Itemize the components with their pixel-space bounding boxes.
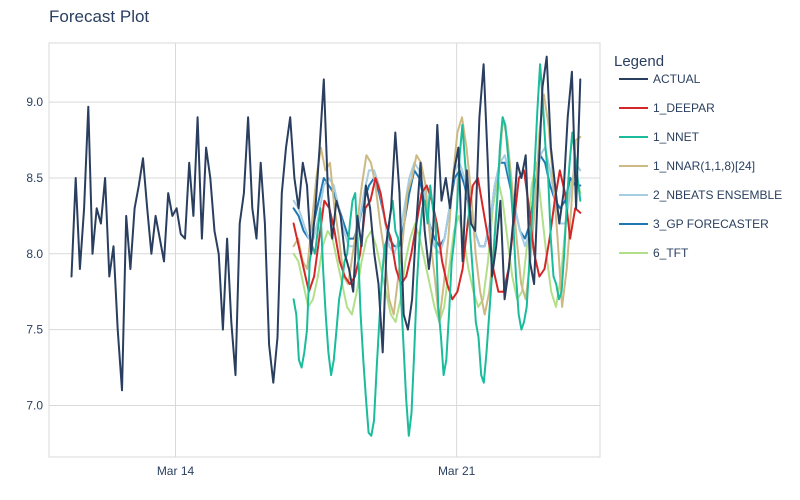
series-lines xyxy=(70,55,582,437)
y-axis: 7.0 7.5 8.0 8.5 9.0 xyxy=(26,95,43,412)
legend-label: 3_GP FORECASTER xyxy=(653,217,769,231)
legend-label: 1_NNAR(1,1,8)[24] xyxy=(653,159,755,173)
y-tick-label: 8.0 xyxy=(26,247,43,261)
chart-title: Forecast Plot xyxy=(49,7,149,26)
x-tick-label: Mar 21 xyxy=(438,464,476,478)
legend-item-6-tft[interactable]: 6_TFT xyxy=(619,246,689,260)
y-tick-label: 7.0 xyxy=(26,398,43,412)
series-line-1-deepar xyxy=(292,169,582,301)
legend-item-2-nbeats-ensemble[interactable]: 2_NBEATS ENSEMBLE xyxy=(619,188,782,202)
x-tick-label: Mar 14 xyxy=(157,464,195,478)
legend-label: 1_DEEPAR xyxy=(653,101,715,115)
legend-title: Legend xyxy=(614,53,664,70)
legend-item-1-nnet[interactable]: 1_NNET xyxy=(619,130,700,144)
legend-item-3-gp-forecaster[interactable]: 3_GP FORECASTER xyxy=(619,217,769,231)
y-tick-label: 7.5 xyxy=(26,323,43,337)
legend-label: 1_NNET xyxy=(653,130,700,144)
y-tick-label: 9.0 xyxy=(26,95,43,109)
legend-label: 6_TFT xyxy=(653,246,689,260)
series-line-actual xyxy=(70,55,582,392)
legend: Legend ACTUAL 1_DEEPAR 1_NNET 1_NNAR(1,1,8)… xyxy=(614,53,782,260)
legend-item-1-deepar[interactable]: 1_DEEPAR xyxy=(619,101,715,115)
legend-item-actual[interactable]: ACTUAL xyxy=(619,72,701,86)
x-axis: Mar 14 Mar 21 xyxy=(157,464,476,478)
legend-item-1-nnar-1-1-8-24[interactable]: 1_NNAR(1,1,8)[24] xyxy=(619,159,755,173)
legend-label: ACTUAL xyxy=(653,72,701,86)
series-line-1-nnet xyxy=(292,63,582,437)
legend-label: 2_NBEATS ENSEMBLE xyxy=(653,188,782,202)
y-tick-label: 8.5 xyxy=(26,171,43,185)
